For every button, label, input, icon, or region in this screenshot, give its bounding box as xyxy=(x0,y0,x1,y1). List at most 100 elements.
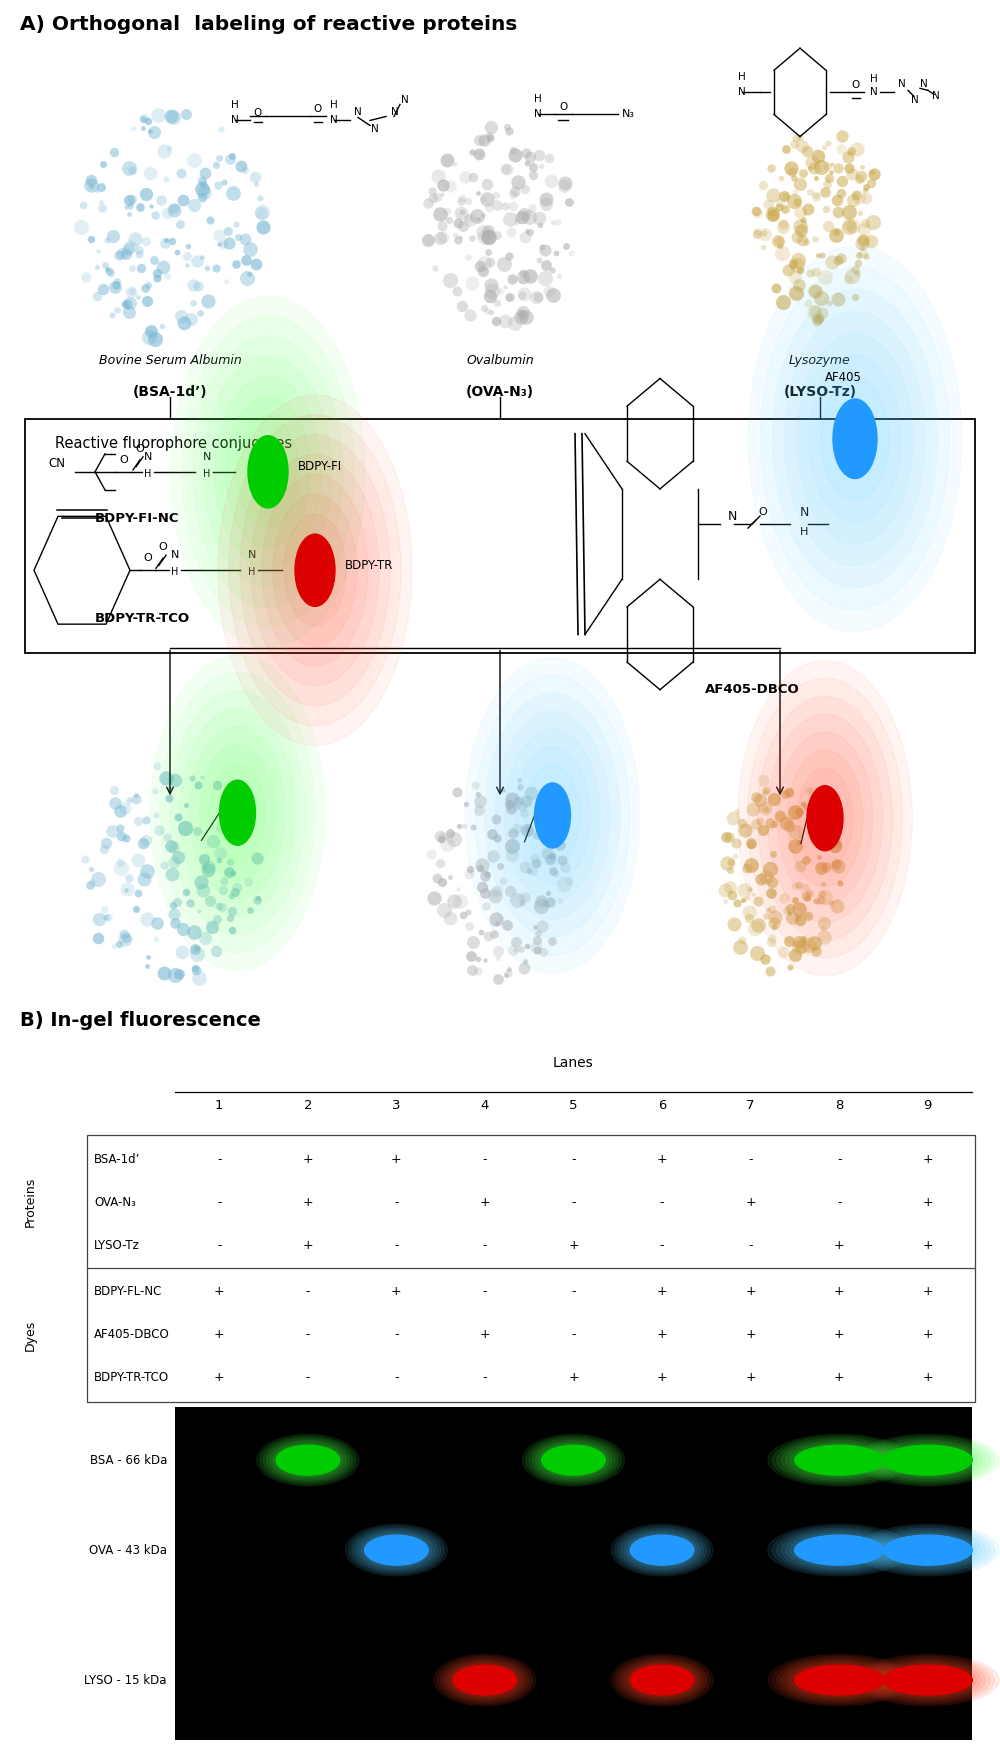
Ellipse shape xyxy=(833,400,877,478)
Ellipse shape xyxy=(538,1444,609,1477)
Text: N: N xyxy=(391,108,399,117)
Ellipse shape xyxy=(865,1439,990,1482)
Ellipse shape xyxy=(768,1524,911,1577)
Text: BDPY-FI: BDPY-FI xyxy=(298,461,342,473)
Ellipse shape xyxy=(777,1439,902,1482)
Text: N: N xyxy=(898,79,906,89)
Ellipse shape xyxy=(856,1435,999,1486)
Ellipse shape xyxy=(210,763,265,863)
Text: OVA - 43 kDa: OVA - 43 kDa xyxy=(89,1543,167,1557)
Ellipse shape xyxy=(870,1660,986,1701)
Ellipse shape xyxy=(879,1664,977,1697)
Text: N: N xyxy=(203,452,211,461)
Ellipse shape xyxy=(495,711,610,920)
Text: +: + xyxy=(214,1285,225,1299)
Ellipse shape xyxy=(797,333,913,545)
Text: +: + xyxy=(303,1196,313,1208)
Ellipse shape xyxy=(193,337,343,608)
Text: OVA-N₃: OVA-N₃ xyxy=(94,1196,136,1208)
Text: +: + xyxy=(657,1371,667,1385)
Ellipse shape xyxy=(248,436,288,508)
Text: +: + xyxy=(745,1329,756,1341)
Text: O: O xyxy=(314,105,322,115)
Ellipse shape xyxy=(617,1659,707,1702)
Ellipse shape xyxy=(237,416,299,527)
Text: -: - xyxy=(571,1285,576,1299)
Text: +: + xyxy=(834,1238,844,1252)
Ellipse shape xyxy=(624,1531,700,1568)
Ellipse shape xyxy=(525,765,580,866)
Ellipse shape xyxy=(781,1529,897,1571)
Text: O: O xyxy=(254,108,262,119)
Ellipse shape xyxy=(160,672,315,953)
Text: O: O xyxy=(852,80,860,91)
Text: N: N xyxy=(144,452,152,461)
Ellipse shape xyxy=(785,311,925,566)
Text: N: N xyxy=(728,510,737,522)
Text: +: + xyxy=(657,1152,667,1166)
Text: BDPY-FI-NC: BDPY-FI-NC xyxy=(95,512,180,526)
Ellipse shape xyxy=(879,1533,977,1566)
Ellipse shape xyxy=(229,416,401,726)
Ellipse shape xyxy=(284,515,346,627)
Text: N: N xyxy=(932,91,940,101)
Text: +: + xyxy=(214,1371,225,1385)
Ellipse shape xyxy=(777,732,873,904)
Text: +: + xyxy=(391,1285,402,1299)
Text: B) In-gel fluorescence: B) In-gel fluorescence xyxy=(20,1011,261,1030)
Text: -: - xyxy=(837,1196,841,1208)
Text: 3: 3 xyxy=(392,1098,401,1112)
Ellipse shape xyxy=(475,676,630,955)
Text: -: - xyxy=(217,1152,222,1166)
Text: H: H xyxy=(248,567,256,578)
Ellipse shape xyxy=(190,726,285,899)
Ellipse shape xyxy=(748,246,962,632)
Ellipse shape xyxy=(621,1529,703,1571)
Ellipse shape xyxy=(200,744,275,882)
Ellipse shape xyxy=(515,747,590,883)
Text: N: N xyxy=(371,124,379,133)
Text: +: + xyxy=(834,1371,844,1385)
Ellipse shape xyxy=(453,1666,517,1695)
Text: H: H xyxy=(231,101,239,110)
Ellipse shape xyxy=(627,1533,697,1566)
Text: 1: 1 xyxy=(215,1098,224,1112)
Text: N: N xyxy=(534,110,542,119)
Ellipse shape xyxy=(777,1528,902,1573)
Text: -: - xyxy=(660,1196,664,1208)
Ellipse shape xyxy=(856,1524,999,1577)
Text: +: + xyxy=(568,1371,579,1385)
Ellipse shape xyxy=(260,1437,356,1484)
Text: BSA - 66 kDa: BSA - 66 kDa xyxy=(90,1454,167,1467)
Text: N: N xyxy=(231,115,239,126)
Text: H: H xyxy=(171,567,179,578)
Text: +: + xyxy=(480,1196,490,1208)
Text: -: - xyxy=(483,1238,487,1252)
Ellipse shape xyxy=(621,1660,703,1701)
Ellipse shape xyxy=(883,1535,972,1564)
Text: -: - xyxy=(571,1329,576,1341)
Text: H: H xyxy=(534,94,542,105)
Text: +: + xyxy=(303,1152,313,1166)
Ellipse shape xyxy=(437,1657,533,1704)
Text: N: N xyxy=(911,96,919,105)
Text: +: + xyxy=(745,1285,756,1299)
Ellipse shape xyxy=(440,1659,530,1702)
Text: N: N xyxy=(171,550,179,560)
Ellipse shape xyxy=(861,1437,995,1484)
Text: AF405: AF405 xyxy=(825,370,862,384)
Ellipse shape xyxy=(787,751,863,887)
Ellipse shape xyxy=(273,1444,343,1477)
Text: -: - xyxy=(571,1152,576,1166)
Text: Ovalbumin: Ovalbumin xyxy=(466,354,534,367)
Text: -: - xyxy=(394,1329,399,1341)
Text: BDPY-FL-NC: BDPY-FL-NC xyxy=(94,1285,162,1299)
Ellipse shape xyxy=(447,1662,523,1699)
Ellipse shape xyxy=(861,1657,995,1704)
Text: Dyes: Dyes xyxy=(24,1320,36,1350)
Text: O: O xyxy=(144,553,152,564)
Text: 7: 7 xyxy=(746,1098,755,1112)
Text: N₃: N₃ xyxy=(622,110,635,119)
Ellipse shape xyxy=(790,1664,888,1697)
Ellipse shape xyxy=(485,693,620,938)
